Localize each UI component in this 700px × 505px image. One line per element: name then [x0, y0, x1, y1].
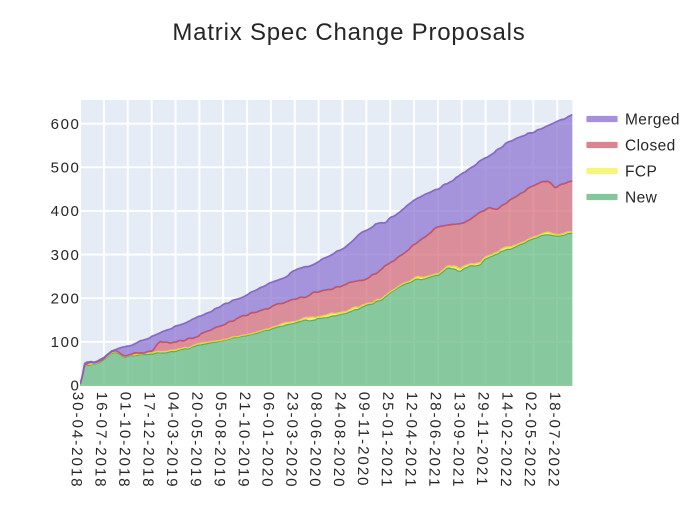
- svg-text:20-05-2019: 20-05-2019: [187, 392, 206, 489]
- svg-text:08-06-2020: 08-06-2020: [306, 392, 325, 489]
- svg-text:18-07-2022: 18-07-2022: [545, 392, 564, 489]
- svg-text:Merged: Merged: [625, 111, 680, 128]
- svg-text:02-05-2022: 02-05-2022: [521, 392, 540, 489]
- svg-text:23-03-2020: 23-03-2020: [282, 392, 301, 489]
- svg-text:12-04-2021: 12-04-2021: [401, 392, 420, 489]
- svg-text:100: 100: [51, 334, 81, 351]
- svg-text:01-10-2018: 01-10-2018: [115, 392, 134, 489]
- svg-text:Closed: Closed: [625, 137, 676, 154]
- svg-text:21-10-2019: 21-10-2019: [234, 392, 253, 489]
- svg-text:New: New: [625, 189, 658, 206]
- svg-text:17-12-2018: 17-12-2018: [139, 392, 158, 489]
- svg-text:FCP: FCP: [625, 163, 657, 180]
- svg-text:0: 0: [71, 378, 81, 395]
- svg-text:30-04-2018: 30-04-2018: [67, 392, 86, 489]
- svg-text:24-08-2020: 24-08-2020: [330, 392, 349, 489]
- svg-text:13-09-2021: 13-09-2021: [449, 392, 468, 489]
- svg-text:05-08-2019: 05-08-2019: [211, 392, 230, 489]
- svg-text:16-07-2018: 16-07-2018: [91, 392, 110, 489]
- svg-text:28-06-2021: 28-06-2021: [425, 392, 444, 489]
- svg-text:Matrix Spec Change Proposals: Matrix Spec Change Proposals: [172, 19, 525, 46]
- svg-text:29-11-2021: 29-11-2021: [473, 392, 492, 488]
- svg-text:200: 200: [51, 290, 81, 307]
- svg-text:25-01-2021: 25-01-2021: [378, 392, 397, 489]
- svg-text:600: 600: [51, 116, 81, 133]
- svg-text:04-03-2019: 04-03-2019: [163, 392, 182, 489]
- svg-text:300: 300: [51, 247, 81, 264]
- svg-text:09-11-2020: 09-11-2020: [354, 392, 373, 488]
- svg-text:06-01-2020: 06-01-2020: [258, 392, 277, 489]
- svg-text:14-02-2022: 14-02-2022: [497, 392, 516, 489]
- svg-text:400: 400: [51, 203, 81, 220]
- svg-text:500: 500: [51, 160, 81, 177]
